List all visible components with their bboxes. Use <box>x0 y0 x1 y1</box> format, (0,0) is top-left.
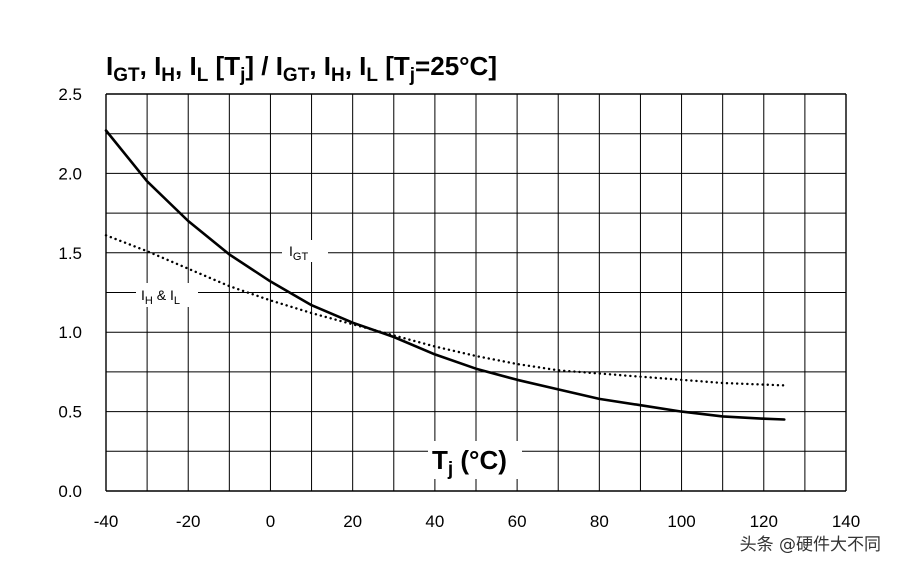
x-tick-label: -20 <box>176 512 201 531</box>
x-tick-label: 20 <box>343 512 362 531</box>
y-tick-label: 0.5 <box>58 403 82 422</box>
ih-il-label-background <box>136 283 198 307</box>
x-tick-label: 140 <box>832 512 860 531</box>
ih-il-series-label: IH & IL <box>141 287 180 307</box>
chart-series <box>104 129 786 421</box>
series-line-igt <box>104 129 786 421</box>
chart-grid <box>105 93 847 492</box>
x-tick-label: 60 <box>508 512 527 531</box>
igt-series-label: IGT <box>289 243 308 263</box>
x-tick-label: 100 <box>667 512 695 531</box>
x-tick-label: 120 <box>750 512 778 531</box>
y-tick-label: 2.5 <box>58 85 82 104</box>
y-tick-label: 2.0 <box>58 164 82 183</box>
x-tick-label: 0 <box>266 512 275 531</box>
x-axis-title-text: Tj (°C) <box>432 445 507 480</box>
y-axis-ticks: 0.0 0.5 1.0 1.5 2.0 2.5 <box>58 85 82 501</box>
y-tick-label: 1.5 <box>58 244 82 263</box>
y-tick-label: 0.0 <box>58 482 82 501</box>
series-line-ih-il <box>104 234 786 387</box>
x-axis-title: Tj (°C) <box>428 441 522 480</box>
x-axis-title-background <box>428 441 522 479</box>
watermark-text: 头条 @硬件大不同 <box>740 535 881 555</box>
series-labels: IGT IH & IL <box>136 240 328 307</box>
x-tick-label: -40 <box>94 512 119 531</box>
y-tick-label: 1.0 <box>58 323 82 342</box>
x-tick-label: 40 <box>425 512 444 531</box>
x-axis-ticks: -40 -20 0 20 40 60 80 100 120 140 <box>94 512 860 531</box>
chart-title-text: IGT, IH, IL [Tj] / IGT, IH, IL [Tj=25°C] <box>106 51 497 86</box>
igt-label-background <box>282 240 328 262</box>
chart-title: IGT, IH, IL [Tj] / IGT, IH, IL [Tj=25°C] <box>106 51 497 86</box>
x-tick-label: 80 <box>590 512 609 531</box>
